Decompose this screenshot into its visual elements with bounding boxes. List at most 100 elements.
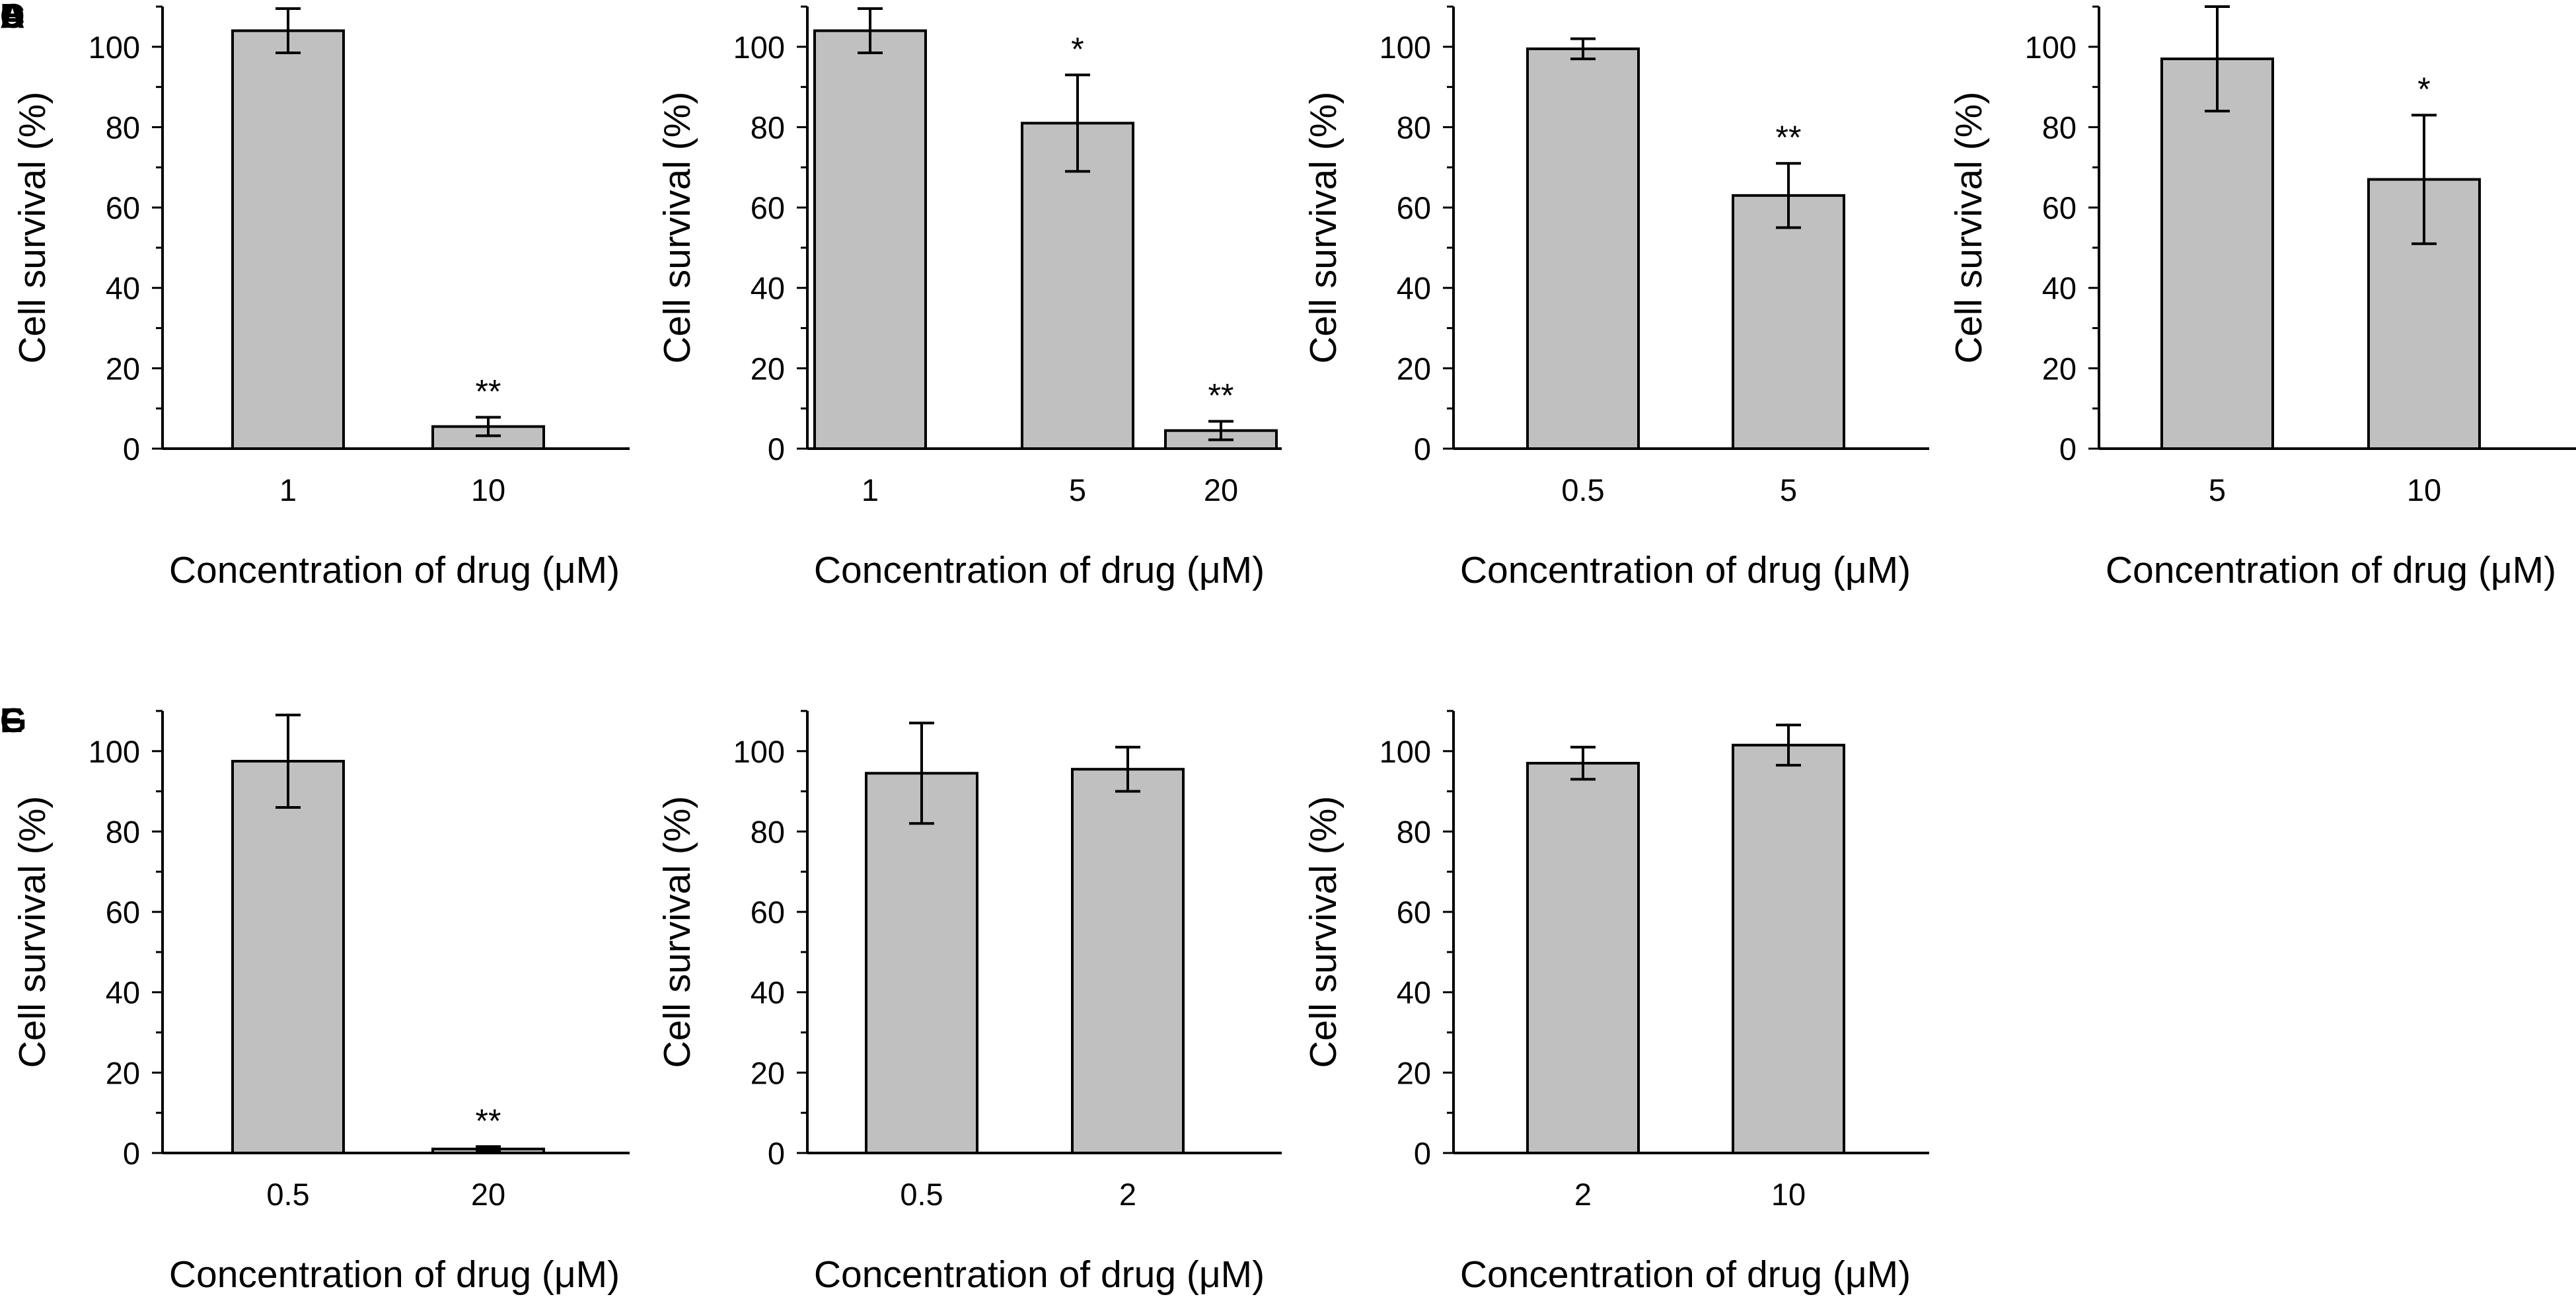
panel-b-significance-3: **: [1208, 377, 1234, 414]
panel-c-x-tick-label: 0.5: [1561, 472, 1604, 507]
panel-c-y-tick-label: 0: [1414, 431, 1431, 466]
panel-d-letter: D: [0, 0, 25, 36]
panel-d-x-tick-label: 5: [2209, 472, 2226, 507]
panel-f-y-tick-label: 40: [751, 975, 785, 1010]
panel-f: F 0 20 40 60 80 100 0.5 2 Cell survival (%) Concen…: [0, 702, 1282, 1296]
panel-e-y-tick-label: 100: [89, 734, 140, 769]
panel-a-x-tick-label: 10: [471, 472, 505, 507]
panel-b-y-axis-title: Cell survival (%): [656, 92, 698, 364]
panel-e-y-axis-title: Cell survival (%): [11, 796, 54, 1068]
panel-e-letter: E: [0, 702, 23, 740]
panel-e-y-tick-label: 20: [106, 1055, 140, 1090]
panel-d-error-bar-1: [2205, 5, 2230, 113]
panel-g-y-tick-label: 40: [1397, 975, 1431, 1010]
panel-a: A ** 0 20 40 60 80 100 1 10 Cell survival (%) Conce…: [0, 0, 630, 591]
panel-c-y-tick-label: 40: [1397, 271, 1431, 306]
panel-g-bar-2: [1732, 743, 1845, 1154]
panel-b-bar-1: [813, 29, 927, 451]
panel-g: G 0 20 40 60 80 100 2 10 Cell survival (%) Concent…: [0, 702, 1929, 1296]
panel-e-x-tick-label: 20: [471, 1177, 505, 1212]
panel-e-error-bar-2: [476, 1145, 501, 1153]
panel-e-bar-1: [231, 760, 345, 1154]
panel-a-error-bar-1: [276, 7, 301, 54]
panel-e: E ** 0 20 40 60 80 100 0.5 20 Cell survival (%) Con…: [0, 702, 630, 1296]
panel-b-x-tick-label: 1: [862, 472, 879, 507]
panel-c-y-tick-label: 100: [1380, 30, 1431, 65]
panel-f-y-tick-label: 0: [768, 1136, 785, 1171]
panel-d-x-axis-title: Concentration of drug (μM): [2106, 549, 2556, 591]
panel-e-x-axis-title: Concentration of drug (μM): [169, 1253, 620, 1296]
panel-d-bar-1: [2160, 57, 2274, 450]
panel-a-y-tick-label: 100: [89, 30, 140, 65]
panel-a-bar-1: [231, 29, 345, 451]
panel-a-y-tick-label: 0: [123, 431, 140, 466]
panel-a-significance-2: **: [476, 373, 501, 410]
panel-b-y-tick-label: 80: [751, 110, 785, 145]
panel-a-y-axis-title: Cell survival (%): [11, 92, 54, 364]
panel-f-y-axis-title: Cell survival (%): [656, 796, 698, 1068]
panel-f-error-bar-1: [909, 722, 934, 825]
panel-b-y-tick-label: 20: [751, 351, 785, 386]
panel-f-y-tick-label: 100: [733, 734, 785, 769]
panel-d-error-bar-2: [2411, 114, 2437, 245]
panel-c-x-tick-label: 5: [1780, 472, 1797, 507]
panel-f-y-tick-label: 20: [751, 1055, 785, 1090]
panel-g-error-bar-1: [1570, 745, 1596, 781]
panel-e-x-tick-label: 0.5: [266, 1177, 309, 1212]
panel-a-error-bar-2: [476, 416, 501, 437]
panel-b-y-tick-label: 100: [733, 30, 785, 65]
panel-g-x-tick-label: 2: [1574, 1177, 1592, 1212]
panel-c-letter: C: [0, 0, 25, 36]
panel-g-y-tick-label: 60: [1397, 895, 1431, 930]
panel-f-y-tick-label: 80: [751, 814, 785, 849]
panel-d-significance-2: *: [2417, 71, 2430, 108]
panel-d-y-tick-label: 100: [2025, 30, 2077, 65]
panel-c-y-tick-label: 60: [1397, 190, 1431, 225]
panel-c-bar-2: [1732, 194, 1845, 450]
panel-g-error-bar-2: [1776, 724, 1801, 767]
panel-b-x-tick-label: 5: [1069, 472, 1086, 507]
panel-g-x-tick-label: 10: [1771, 1177, 1806, 1212]
panel-a-y-tick-label: 40: [106, 271, 140, 306]
panel-c-y-tick-label: 20: [1397, 351, 1431, 386]
panel-d-y-tick-label: 80: [2042, 110, 2077, 145]
panel-f-y-tick-label: 60: [751, 895, 785, 930]
panel-b-x-axis-title: Concentration of drug (μM): [814, 549, 1265, 591]
panel-b-x-tick-label: 20: [1204, 472, 1238, 507]
panel-d-y-tick-label: 0: [2059, 431, 2077, 466]
panel-c-x-axis-title: Concentration of drug (μM): [1460, 549, 1911, 591]
panel-c-significance-2: **: [1776, 119, 1802, 156]
panel-d-y-axis-title: Cell survival (%): [1948, 92, 1990, 364]
panel-b-significance-2: *: [1071, 30, 1084, 67]
panel-d-y-tick-label: 60: [2042, 190, 2077, 225]
panel-e-y-tick-label: 80: [106, 814, 140, 849]
panel-b-error-bar-2: [1065, 73, 1090, 173]
panel-a-y-tick-label: 20: [106, 351, 140, 386]
panel-f-x-axis-title: Concentration of drug (μM): [814, 1253, 1265, 1296]
panel-b-letter: B: [0, 0, 25, 36]
panel-b-error-bar-1: [858, 7, 883, 54]
panel-a-x-axis-title: Concentration of drug (μM): [169, 549, 620, 591]
panel-e-significance-2: **: [476, 1102, 501, 1139]
panel-e-y-tick-label: 40: [106, 975, 140, 1010]
panel-g-x-axis-title: Concentration of drug (μM): [1460, 1253, 1911, 1296]
panel-g-y-tick-label: 0: [1414, 1136, 1431, 1171]
panel-g-y-axis-title: Cell survival (%): [1302, 796, 1344, 1068]
panel-g-y-tick-label: 100: [1380, 734, 1431, 769]
panel-b-error-bar-3: [1208, 420, 1233, 441]
panel-e-error-bar-1: [276, 714, 301, 809]
panel-f-letter: F: [0, 702, 21, 740]
panel-d-y-tick-label: 40: [2042, 271, 2077, 306]
panel-c-y-axis-title: Cell survival (%): [1302, 92, 1344, 364]
panel-c-error-bar-1: [1570, 37, 1596, 61]
panel-f-bar-1: [865, 772, 978, 1154]
panel-g-y-tick-label: 80: [1397, 814, 1431, 849]
panel-c-y-tick-label: 80: [1397, 110, 1431, 145]
panel-f-bar-2: [1071, 768, 1185, 1155]
panel-g-letter: G: [0, 702, 26, 740]
panel-d-x-tick-label: 10: [2407, 472, 2441, 507]
panel-b-y-tick-label: 0: [768, 431, 785, 466]
